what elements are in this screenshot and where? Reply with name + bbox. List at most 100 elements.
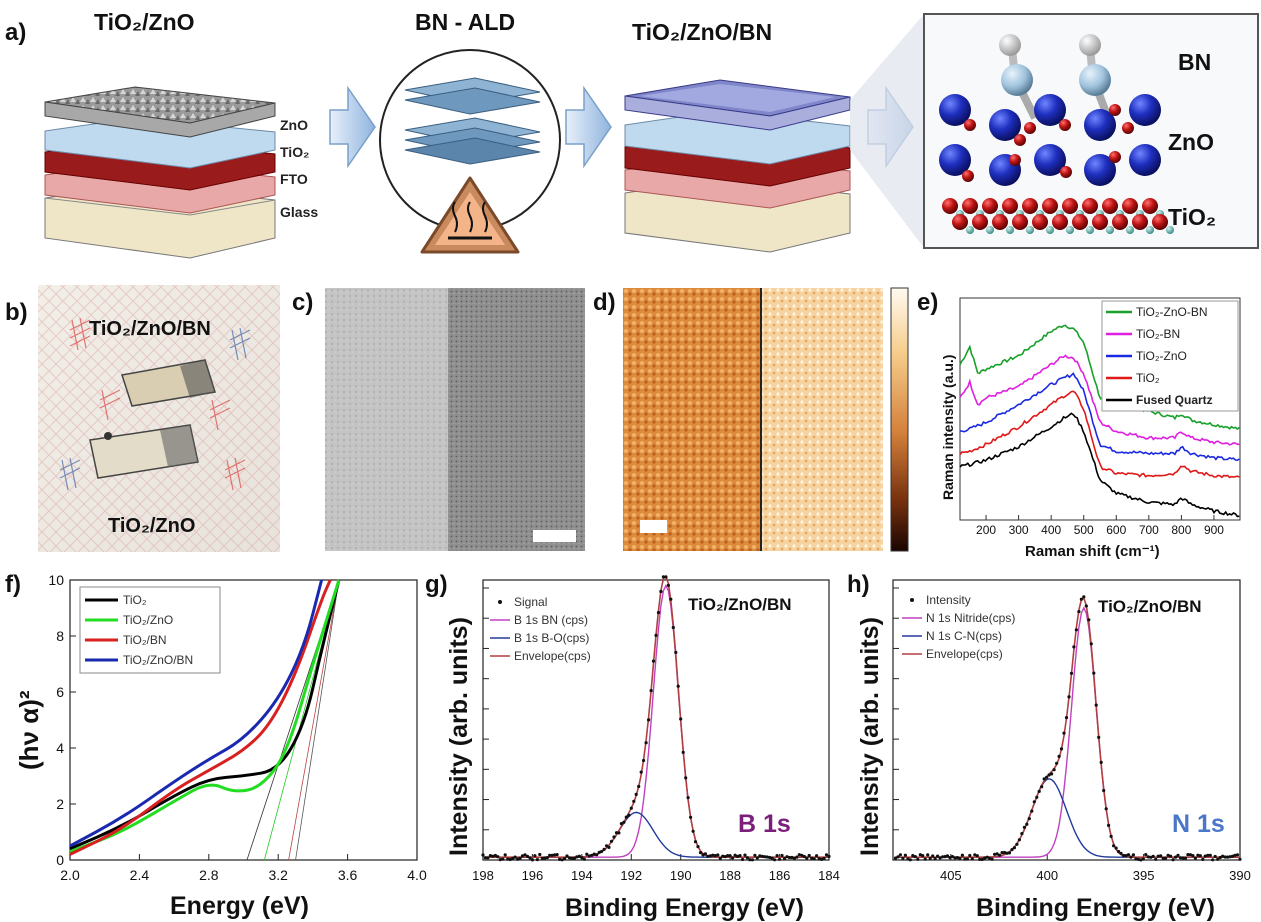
xps-signal-point — [483, 856, 488, 860]
xps-signal-point — [1181, 856, 1185, 860]
xps-n1s-ticks: 405 400 395 390 — [893, 587, 1251, 883]
xps-signal-point — [602, 847, 606, 852]
panel-f: f) 2.0 2.4 2.8 3.2 3.6 4.0 0 2 4 6 8 10 TiO₂ TiO₂/Zn… — [5, 571, 427, 920]
xps-signal-point — [1124, 854, 1128, 858]
xps-signal-point — [1092, 671, 1096, 675]
raman-x-tick-label: 500 — [1074, 523, 1094, 537]
xps-signal-point — [998, 853, 1002, 857]
xps-signal-point — [933, 857, 937, 861]
xps-signal-point — [1226, 855, 1230, 859]
xps-signal-point — [1211, 858, 1215, 862]
legend-marker — [498, 600, 502, 604]
xps-signal-point — [565, 854, 569, 858]
xps-signal-point — [800, 853, 804, 857]
xps-signal-point — [1136, 857, 1140, 862]
xps-signal-point — [1097, 735, 1101, 740]
atomic-model — [939, 34, 1174, 238]
o-atom — [1072, 214, 1088, 230]
xps-signal-point — [1159, 854, 1163, 858]
afm-image-right — [762, 288, 883, 551]
xps-signal-point — [1022, 825, 1026, 830]
tauc-x-tick-label: 2.8 — [199, 867, 219, 883]
xps-signal-point — [493, 853, 497, 858]
tauc-y-tick-label: 10 — [48, 572, 64, 588]
xps-signal-point — [1169, 854, 1173, 858]
xps-signal-point — [1005, 851, 1009, 855]
xps-signal-point — [1233, 853, 1237, 857]
xps-signal-point — [558, 857, 562, 862]
xps-signal-point — [1231, 854, 1235, 858]
xps-signal-point — [775, 854, 779, 858]
xps-signal-point — [666, 583, 671, 588]
xps-signal-point — [1035, 795, 1039, 799]
xps-signal-point — [943, 855, 947, 859]
xps-signal-point — [1228, 855, 1232, 859]
xps-signal-point — [1154, 857, 1158, 861]
xps-signal-point — [726, 854, 730, 858]
xps-signal-point — [787, 855, 792, 860]
panel-e: e) 200 300 400 500 600 700 800 900 Raman shift … — [917, 289, 1241, 560]
xps-signal-point — [1030, 809, 1034, 813]
layer-label-fto: FTO — [280, 171, 308, 187]
xps-signal-point — [755, 856, 759, 860]
xps-signal-point — [1156, 854, 1160, 858]
o-atom — [1022, 198, 1038, 214]
xps-signal-point — [1109, 834, 1113, 839]
xps-signal-point — [1201, 857, 1205, 862]
tauc-x-tick-label: 3.2 — [268, 867, 288, 883]
xps-x-tick-label: 395 — [1133, 868, 1155, 883]
legend-entry: TiO₂/ZnO/BN — [123, 653, 193, 667]
o-atom — [1052, 214, 1068, 230]
xps-signal-point — [1134, 857, 1138, 861]
xps-signal-point — [1045, 775, 1049, 779]
xps-signal-point — [728, 854, 732, 858]
xps-signal-point — [975, 854, 979, 858]
xps-signal-point — [560, 858, 564, 862]
legend-entry: TiO₂ — [123, 593, 147, 607]
tauc-y-tick-label: 8 — [56, 628, 64, 644]
xps-signal-point — [686, 796, 690, 800]
xps-signal-point — [577, 854, 582, 858]
xps-signal-point — [911, 854, 915, 858]
xps-signal-point — [617, 831, 621, 835]
xps-signal-point — [607, 845, 611, 850]
xps-signal-point — [733, 853, 737, 857]
panel-c: c) — [292, 288, 585, 551]
xps-signal-point — [1208, 853, 1212, 857]
tauc-y-tick-label: 2 — [56, 796, 64, 812]
xps-signal-point — [958, 856, 962, 861]
xps-signal-point — [765, 855, 769, 859]
xps-signal-point — [572, 856, 577, 861]
xps-signal-point — [782, 857, 787, 861]
xps-signal-point — [545, 856, 549, 860]
xps-signal-point — [1238, 857, 1242, 861]
xps-signal-point — [664, 575, 668, 579]
xps-signal-point — [491, 854, 495, 858]
legend-entry: TiO₂-BN — [1136, 327, 1180, 341]
xps-signal-point — [1171, 858, 1175, 862]
photo-label-top: TiO₂/ZnO/BN — [89, 318, 211, 340]
xps-signal-point — [948, 856, 952, 860]
xps-signal-point — [743, 853, 747, 857]
xps-signal-point — [903, 853, 908, 857]
xps-signal-point — [1089, 642, 1093, 646]
raman-series-line — [959, 372, 1240, 462]
xps-signal-point — [760, 854, 764, 858]
ti-atom — [1066, 226, 1074, 234]
xps-signal-point — [1074, 628, 1078, 632]
panel-e-label: e) — [917, 289, 938, 316]
xps-signal-point — [605, 844, 609, 848]
xps-signal-point — [973, 853, 977, 857]
xps-signal-point — [540, 856, 544, 860]
xps-signal-point — [978, 857, 982, 862]
xps-signal-point — [1010, 848, 1014, 852]
xps-signal-point — [780, 853, 784, 858]
xps-signal-point — [1102, 788, 1106, 793]
xps-signal-point — [1082, 595, 1086, 599]
tauc-series-line — [69, 579, 341, 851]
bn-sheets — [404, 77, 541, 165]
xps-signal-point — [622, 820, 626, 824]
xps-signal-point — [740, 857, 745, 862]
xps-signal-point — [496, 855, 500, 859]
